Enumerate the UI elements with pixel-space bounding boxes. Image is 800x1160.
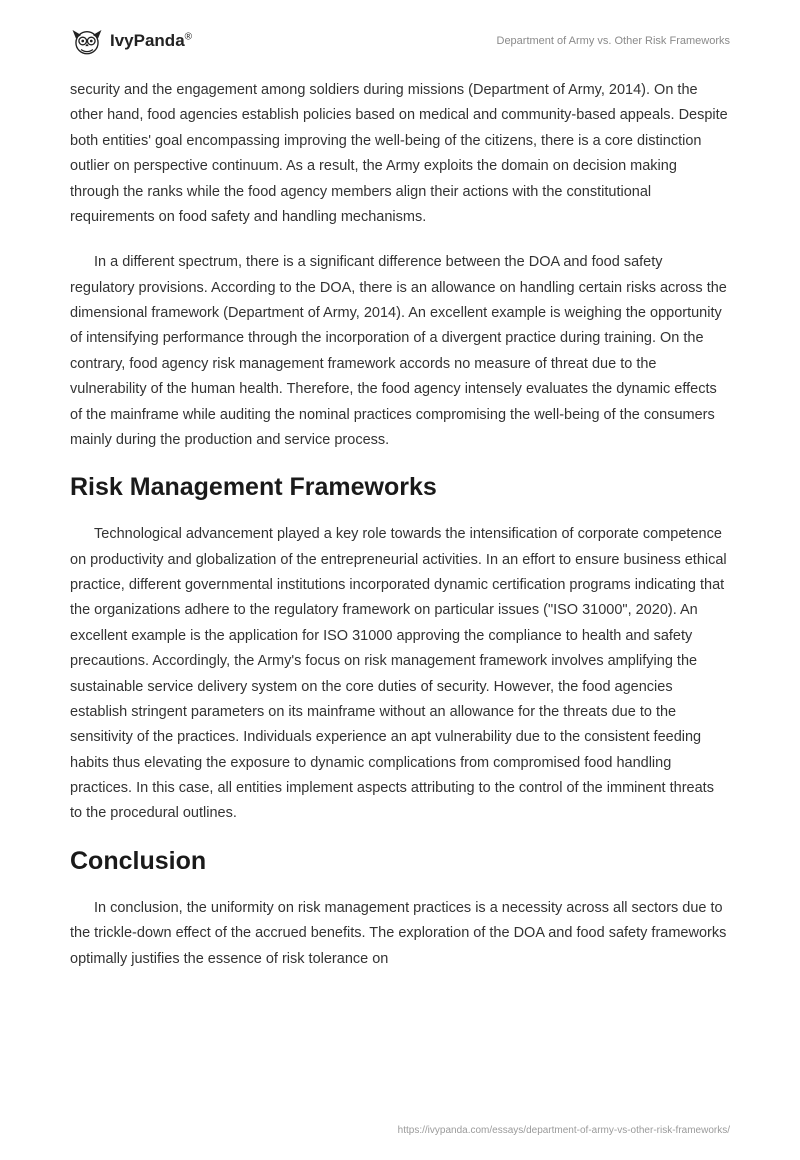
document-title: Department of Army vs. Other Risk Framew…: [497, 35, 731, 47]
paragraph: In conclusion, the uniformity on risk ma…: [70, 896, 730, 972]
paragraph: Technological advancement played a key r…: [70, 522, 730, 827]
page-header: IvyPanda® Department of Army vs. Other R…: [0, 0, 800, 68]
section-heading: Risk Management Frameworks: [70, 473, 730, 502]
document-body: security and the engagement among soldie…: [0, 68, 800, 972]
brand-text: IvyPanda®: [110, 31, 192, 51]
owl-icon: [70, 24, 104, 58]
paragraph: In a different spectrum, there is a sign…: [70, 250, 730, 453]
brand-name: IvyPanda: [110, 31, 185, 50]
paragraph: security and the engagement among soldie…: [70, 78, 730, 230]
section-heading: Conclusion: [70, 847, 730, 876]
footer-source-url: https://ivypanda.com/essays/department-o…: [398, 1125, 730, 1136]
brand-reg: ®: [185, 32, 192, 43]
brand-logo: IvyPanda®: [70, 24, 192, 58]
